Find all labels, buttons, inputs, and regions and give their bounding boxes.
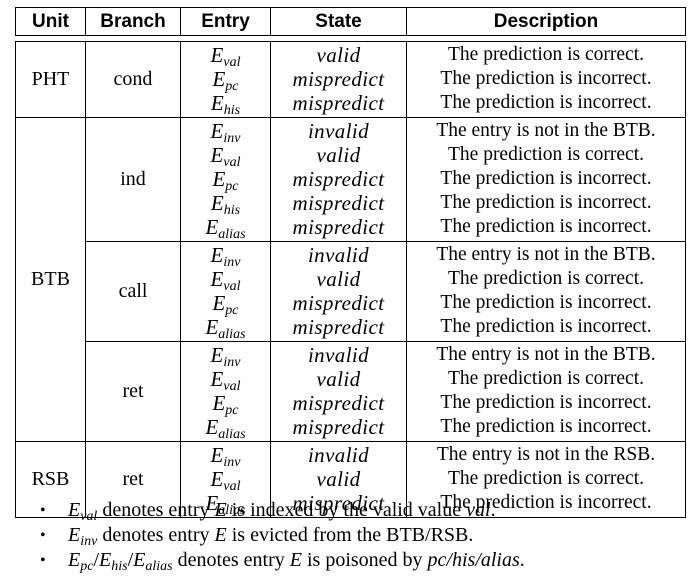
- bullet-icon: •: [40, 552, 46, 569]
- description-text: The entry is not in the BTB.: [436, 244, 656, 265]
- note-text: Einv denotes entry E is evicted from the…: [68, 524, 474, 549]
- description-text: The prediction is incorrect.: [440, 92, 652, 113]
- header-row: Unit Branch Entry State Description: [15, 7, 686, 36]
- state-cell: valid mispredict mispredict: [270, 41, 407, 118]
- table-row: ret Einv Eval Epc Ealias invalid valid m…: [16, 341, 686, 442]
- state-cell: invalid valid mispredict mispredict: [270, 341, 407, 442]
- branch-cell: ret: [85, 341, 181, 442]
- entry-cell: Einv Eval Epc Ehis Ealias: [180, 117, 271, 242]
- description-cell: The entry is not in the BTB. The predict…: [406, 117, 686, 242]
- note-text: Eval denotes entry E is indexed by the v…: [68, 499, 496, 524]
- description-text: The prediction is incorrect.: [440, 216, 652, 237]
- entry-symbol: Epc: [212, 167, 239, 194]
- description-text: The entry is not in the BTB.: [436, 344, 656, 365]
- state-value: mispredict: [292, 391, 385, 415]
- table-row: BTB ind Einv Eval Epc Ehis Ealias invali…: [15, 117, 686, 442]
- entry-symbol: Ealias: [205, 491, 246, 518]
- description-text: The prediction is correct.: [448, 468, 644, 489]
- state-value: valid: [316, 267, 361, 291]
- entry-symbol: Eval: [210, 267, 241, 294]
- entry-symbol: Ehis: [210, 91, 241, 118]
- state-value: mispredict: [292, 167, 385, 191]
- branch-cell: ind: [85, 117, 181, 242]
- entry-symbol: Ealias: [205, 415, 246, 442]
- header-branch: Branch: [85, 7, 181, 36]
- state-value: invalid: [307, 243, 370, 267]
- description-text: The entry is not in the BTB.: [436, 120, 656, 141]
- entry-symbol: Epc: [212, 391, 239, 418]
- entry-symbol: Eval: [210, 467, 241, 494]
- description-text: The prediction is correct.: [448, 44, 644, 65]
- description-cell: The entry is not in the BTB. The predict…: [406, 341, 686, 442]
- state-value: mispredict: [292, 415, 385, 439]
- description-text: The prediction is incorrect.: [440, 416, 652, 437]
- entry-symbol: Ealias: [205, 315, 246, 342]
- state-value: valid: [316, 467, 361, 491]
- entry-symbol: Einv: [210, 119, 241, 146]
- state-value: mispredict: [292, 67, 385, 91]
- description-text: The prediction is incorrect.: [440, 192, 652, 213]
- header-table: Unit Branch Entry State Description: [15, 7, 686, 36]
- entry-symbol: Epc: [212, 291, 239, 318]
- header-state: State: [270, 7, 407, 36]
- state-value: mispredict: [292, 215, 385, 239]
- state-cell: invalid valid mispredict mispredict misp…: [270, 117, 407, 242]
- state-value: mispredict: [292, 315, 385, 339]
- branch-cell: ret: [85, 441, 181, 518]
- unit-cell-pht: PHT: [15, 41, 86, 118]
- table-row: call Einv Eval Epc Ealias invalid valid …: [16, 241, 686, 342]
- header-unit: Unit: [15, 7, 86, 36]
- entry-cell: Eval Epc Ehis: [180, 41, 271, 118]
- description-text: The prediction is correct.: [448, 368, 644, 389]
- description-text: The prediction is incorrect.: [440, 392, 652, 413]
- state-value: invalid: [307, 443, 370, 467]
- entry-symbol: Eval: [210, 367, 241, 394]
- unit-cell-btb: BTB: [15, 117, 86, 442]
- data-table: PHT cond Eval Epc Ehis valid mispredict …: [15, 41, 686, 518]
- state-value: mispredict: [292, 491, 385, 515]
- state-value: valid: [316, 143, 361, 167]
- entry-cell: Einv Eval Epc Ealias: [180, 241, 271, 342]
- header-entry: Entry: [180, 7, 271, 36]
- description-text: The entry is not in the RSB.: [436, 444, 656, 465]
- bullet-icon: •: [40, 527, 46, 544]
- bullet-icon: •: [40, 502, 46, 519]
- state-value: mispredict: [292, 191, 385, 215]
- note-text: Epc/Ehis/Ealias denotes entry E is poiso…: [68, 549, 525, 574]
- entry-symbol: Eval: [210, 143, 241, 170]
- state-cell: invalid valid mispredict mispredict: [270, 241, 407, 342]
- table-row: PHT cond Eval Epc Ehis valid mispredict …: [15, 41, 686, 118]
- entry-cell: Einv Eval Epc Ealias: [180, 341, 271, 442]
- unit-cell-rsb: RSB: [15, 441, 86, 518]
- state-cell: invalid valid mispredict: [270, 441, 407, 518]
- description-cell: The entry is not in the BTB. The predict…: [406, 241, 686, 342]
- description-cell: The prediction is correct. The predictio…: [406, 41, 686, 118]
- description-text: The prediction is incorrect.: [440, 68, 652, 89]
- branch-cell: cond: [85, 41, 181, 118]
- state-value: invalid: [307, 119, 370, 143]
- entry-symbol: Eval: [210, 43, 241, 70]
- entry-symbol: Ehis: [210, 191, 241, 218]
- description-text: The prediction is incorrect.: [440, 492, 652, 513]
- entry-symbol: Einv: [210, 343, 241, 370]
- state-value: valid: [316, 367, 361, 391]
- entry-symbol: Ealias: [205, 215, 246, 242]
- description-text: The prediction is incorrect.: [440, 292, 652, 313]
- entry-symbol: Einv: [210, 243, 241, 270]
- header-description: Description: [406, 7, 686, 36]
- description-text: The prediction is correct.: [448, 268, 644, 289]
- table-row: RSB ret Einv Eval Ealias invalid valid m…: [15, 441, 686, 518]
- description-cell: The entry is not in the RSB. The predict…: [406, 441, 686, 518]
- state-value: mispredict: [292, 291, 385, 315]
- entry-symbol: Epc: [212, 67, 239, 94]
- branch-cell: call: [85, 241, 181, 342]
- state-value: valid: [316, 43, 361, 67]
- state-value: invalid: [307, 343, 370, 367]
- description-text: The prediction is correct.: [448, 144, 644, 165]
- entry-symbol: Einv: [210, 443, 241, 470]
- description-text: The prediction is incorrect.: [440, 168, 652, 189]
- state-value: mispredict: [292, 91, 385, 115]
- description-text: The prediction is incorrect.: [440, 316, 652, 337]
